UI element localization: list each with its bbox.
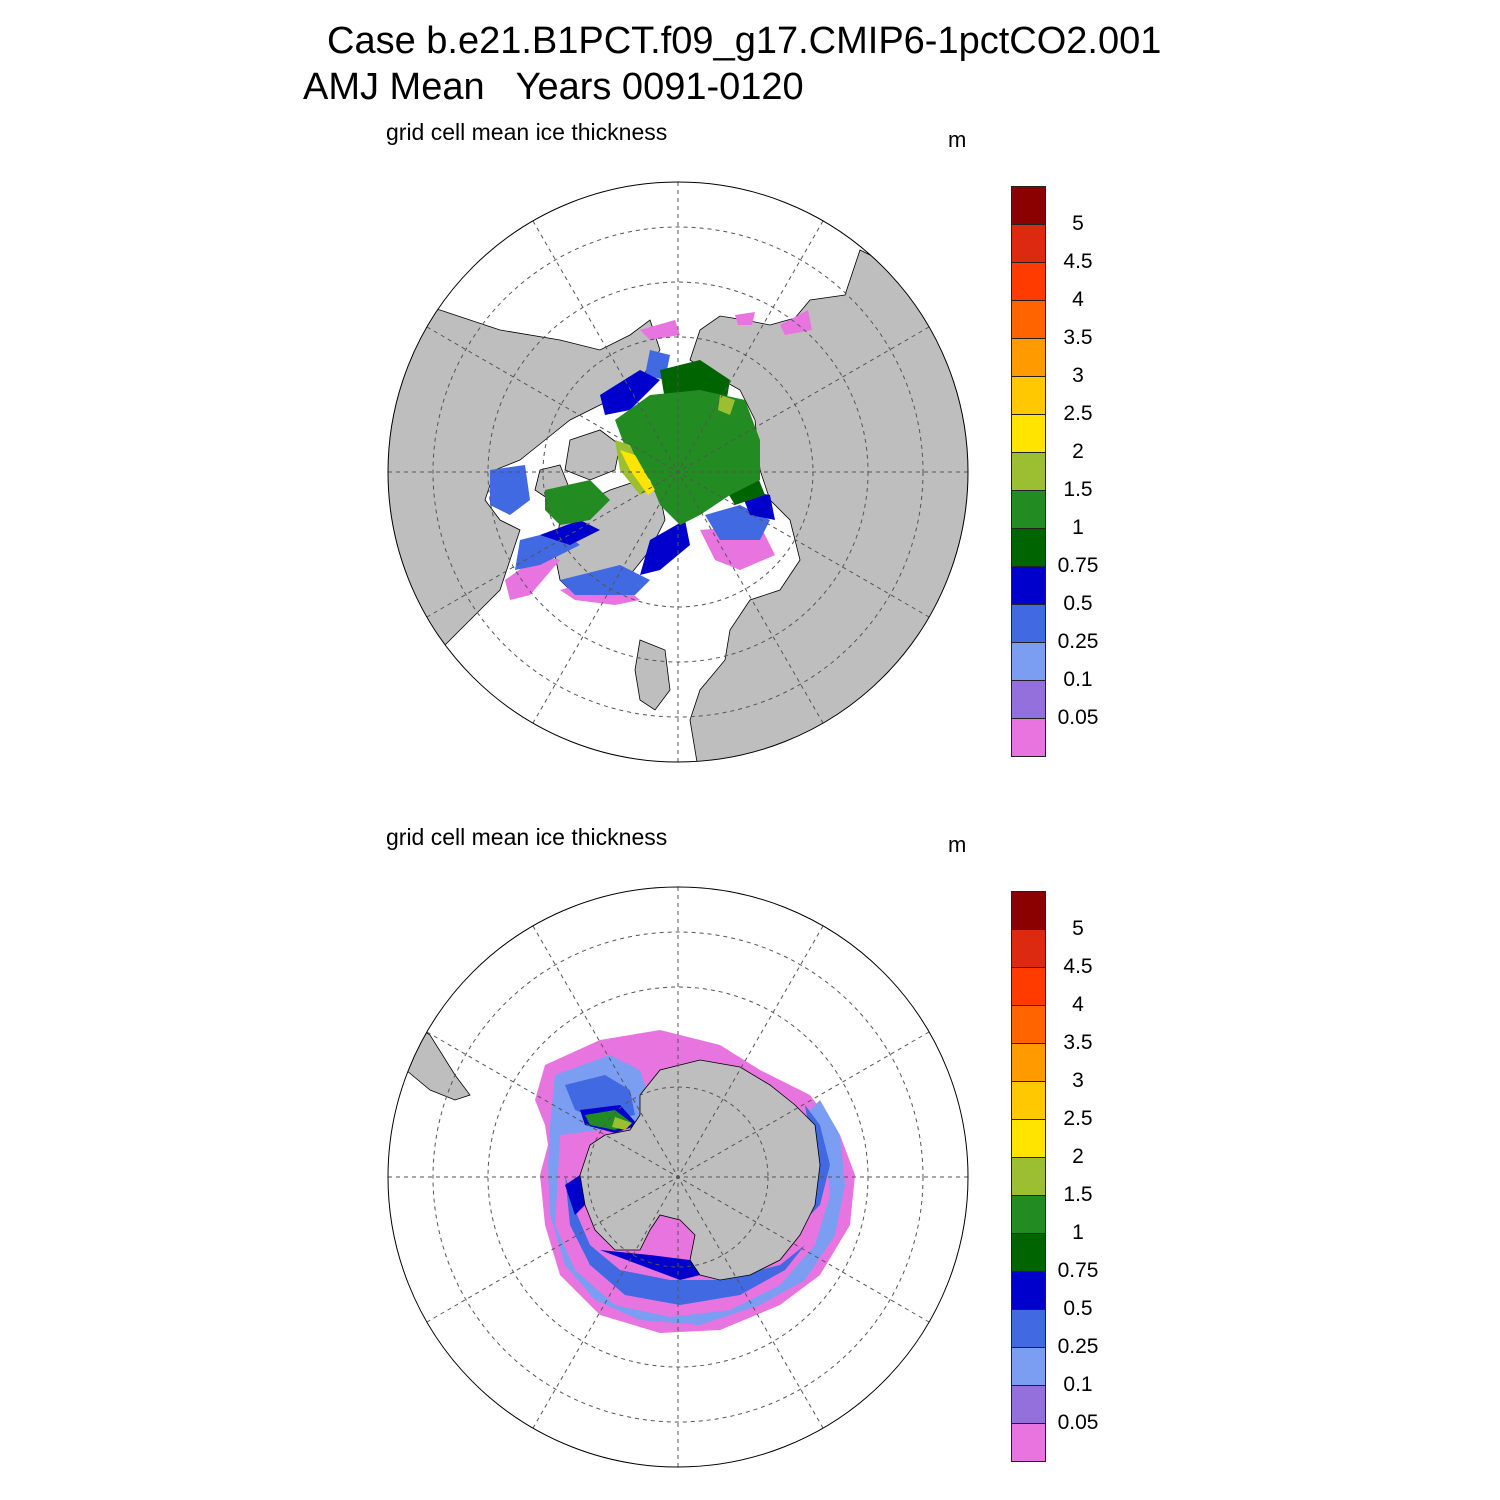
- colorbar-tick-label: 2: [1072, 440, 1084, 463]
- colorbar-swatch: [1011, 529, 1046, 567]
- colorbar-swatch: [1011, 1158, 1046, 1196]
- colorbar: [1011, 186, 1046, 757]
- colorbar-tick-label: 0.75: [1057, 1259, 1099, 1282]
- land-eurasia: [689, 249, 968, 762]
- colorbar-swatch: [1011, 453, 1046, 491]
- map-border: [387, 181, 969, 763]
- plot-title-line-1: Case b.e21.B1PCT.f09_g17.CMIP6-1pctCO2.0…: [327, 20, 1162, 62]
- colorbar-tick-label: 3.5: [1063, 326, 1093, 349]
- colorbar-swatch: [1011, 1234, 1046, 1272]
- arctic-polar-map: [387, 181, 969, 763]
- colorbar-swatch: [1011, 377, 1046, 415]
- colorbar-swatch: [1011, 1196, 1046, 1234]
- colorbar-tick-label: 4.5: [1063, 955, 1093, 978]
- colorbar-tick-label: 1.5: [1063, 1183, 1093, 1206]
- colorbar-swatch: [1011, 1310, 1046, 1348]
- colorbar-tick-label: 5: [1072, 917, 1084, 940]
- colorbar-tick-label: 0.25: [1057, 1335, 1099, 1358]
- colorbar-tick-label: 1.5: [1063, 478, 1093, 501]
- colorbar-tick-label: 0.5: [1063, 592, 1093, 615]
- colorbar-swatch: [1011, 491, 1046, 529]
- colorbar-tick-label: 0.1: [1063, 668, 1093, 691]
- map-border: [387, 886, 969, 1468]
- variable-label: grid cell mean ice thickness: [386, 119, 668, 145]
- colorbar-tick-label: 0.05: [1057, 706, 1099, 729]
- colorbar-swatch: [1011, 643, 1046, 681]
- colorbar-tick-label: 4.5: [1063, 250, 1093, 273]
- colorbar-tick-label: 4: [1072, 993, 1084, 1016]
- colorbar-tick-label: 0.1: [1063, 1373, 1093, 1396]
- colorbar-tick-label: 0.25: [1057, 630, 1099, 653]
- colorbar-swatch: [1011, 1120, 1046, 1158]
- graticule: [388, 887, 968, 1467]
- colorbar-tick-label: 3: [1072, 1069, 1084, 1092]
- ice-band-1.5: [615, 395, 735, 495]
- colorbar-swatch: [1011, 1082, 1046, 1120]
- colorbar-tick-label: 5: [1072, 212, 1084, 235]
- colorbar-swatch: [1011, 930, 1046, 968]
- ice-band-0.25: [565, 1075, 830, 1305]
- colorbar-swatch: [1011, 1006, 1046, 1044]
- land-europe: [634, 639, 671, 711]
- southern-hemisphere-panel: grid cell mean ice thickness m: [0, 705, 1500, 1468]
- colorbar-tick-label: 4: [1072, 288, 1084, 311]
- colorbar-swatch: [1011, 301, 1046, 339]
- colorbar-swatch: [1011, 339, 1046, 377]
- colorbar-tick-label: 2: [1072, 1145, 1084, 1168]
- colorbar-swatch: [1011, 719, 1046, 757]
- colorbar-tick-label: 1: [1072, 516, 1084, 539]
- colorbar-tick-label: 1: [1072, 1221, 1084, 1244]
- variable-label: grid cell mean ice thickness: [386, 824, 668, 850]
- colorbar-tick-label: 0.5: [1063, 1297, 1093, 1320]
- ice-band-0.5: [565, 1105, 700, 1280]
- colorbar-swatch: [1011, 1348, 1046, 1386]
- colorbar-swatch: [1011, 567, 1046, 605]
- colorbar-swatch: [1011, 225, 1046, 263]
- colorbar-tick-label: 0.75: [1057, 554, 1099, 577]
- colorbar-swatch: [1011, 1386, 1046, 1424]
- colorbar-tick-label: 2.5: [1063, 1107, 1093, 1130]
- colorbar-tick-label: 0.05: [1057, 1411, 1099, 1434]
- antarctic-polar-map: [387, 886, 969, 1468]
- colorbar-swatch: [1011, 186, 1046, 225]
- colorbar-tick-label: 3: [1072, 364, 1084, 387]
- graticule: [388, 182, 968, 762]
- land-antarctica: [579, 1059, 821, 1281]
- colorbar-swatch: [1011, 1272, 1046, 1310]
- colorbar: [1011, 891, 1046, 1462]
- colorbar-swatch: [1011, 891, 1046, 930]
- northern-hemisphere-panel: grid cell mean ice thickness m: [0, 0, 1500, 763]
- units-label: m: [948, 832, 967, 857]
- colorbar-swatch: [1011, 415, 1046, 453]
- ice-band-1.5: [612, 1117, 632, 1130]
- colorbar-swatch: [1011, 1044, 1046, 1082]
- colorbar-swatch: [1011, 681, 1046, 719]
- colorbar-tick-label: 3.5: [1063, 1031, 1093, 1054]
- plot-title-line-2: AMJ Mean Years 0091-0120: [303, 66, 804, 108]
- colorbar-swatch: [1011, 263, 1046, 301]
- colorbar-swatch: [1011, 968, 1046, 1006]
- colorbar-tick-label: 2.5: [1063, 402, 1093, 425]
- units-label: m: [948, 127, 967, 152]
- colorbar-swatch: [1011, 1424, 1046, 1462]
- land-north-america: [388, 299, 661, 661]
- colorbar-swatch: [1011, 605, 1046, 643]
